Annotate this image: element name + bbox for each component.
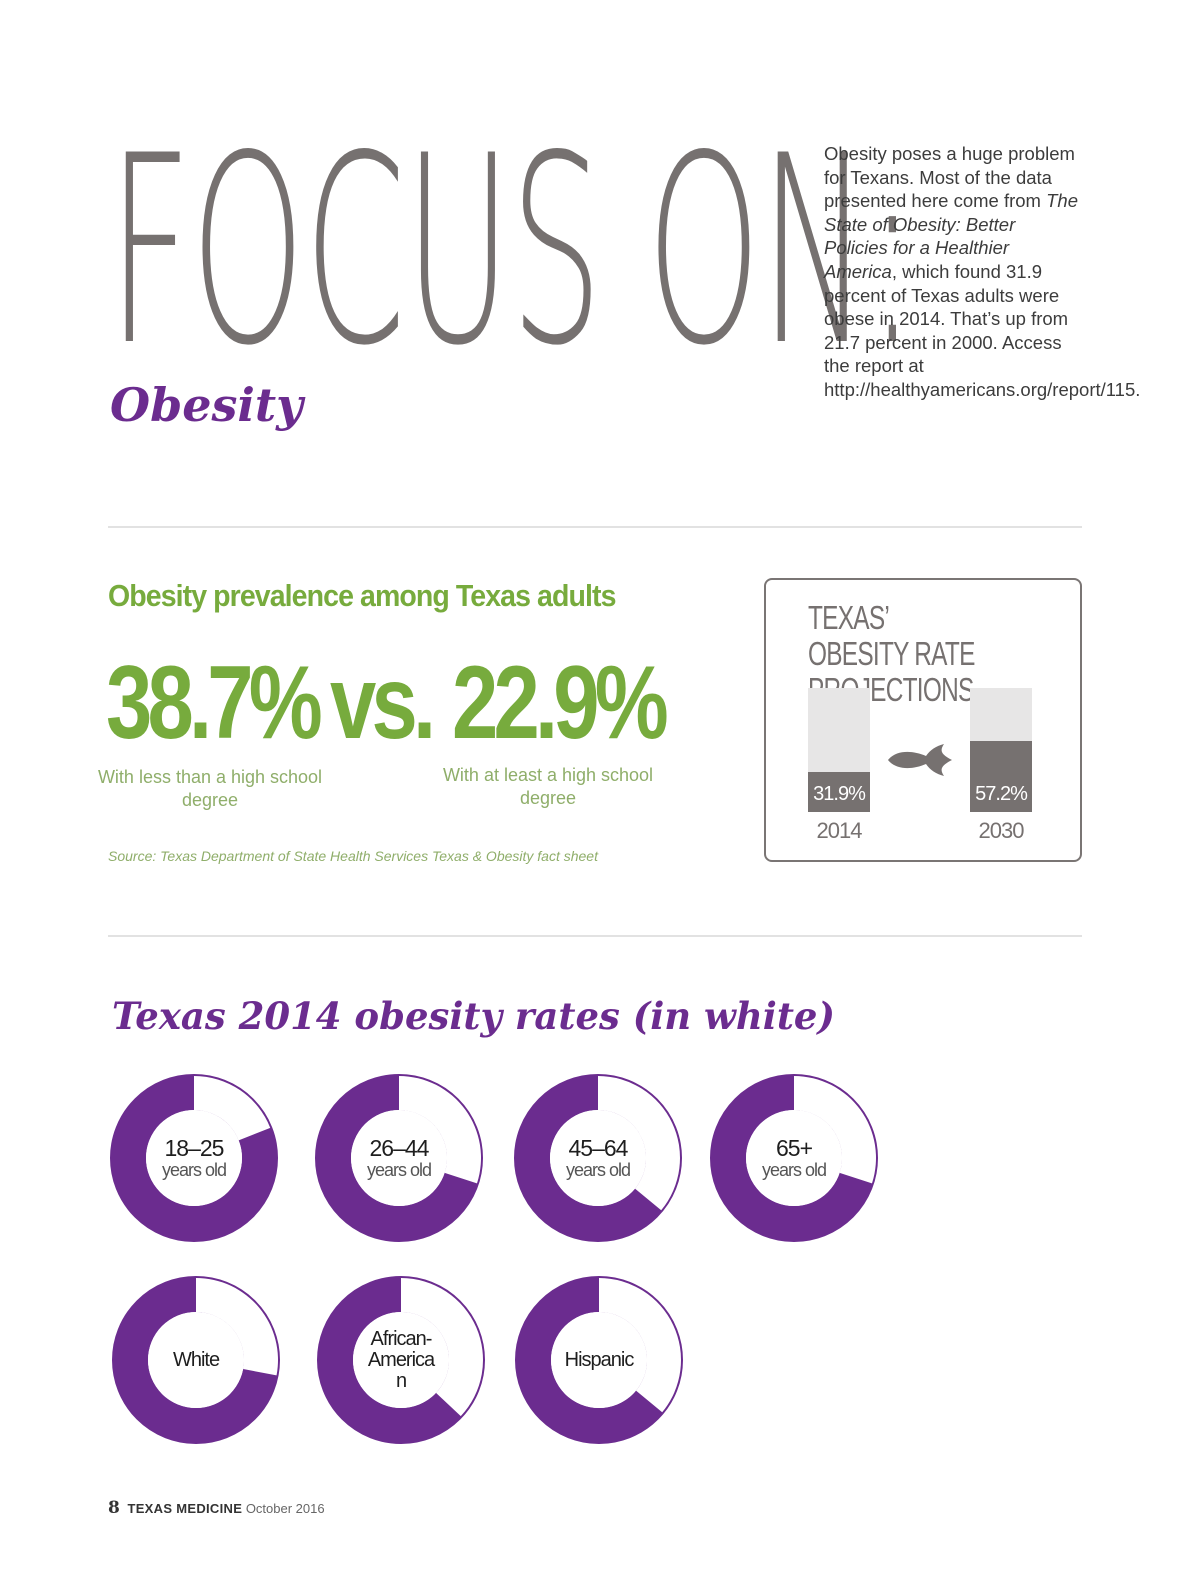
donut-chart-45-64: 45–64 years old bbox=[512, 1072, 684, 1244]
donut-chart-african-american: African-American bbox=[315, 1274, 487, 1446]
donut-label-line1: 18–25 bbox=[164, 1134, 225, 1161]
donut-label-text: White bbox=[172, 1348, 220, 1371]
donut-ring bbox=[317, 1276, 485, 1444]
donut-label-line1: 65+ bbox=[775, 1134, 813, 1161]
donut-center bbox=[148, 1312, 244, 1408]
projection-year-2030: 2030 bbox=[978, 818, 1025, 843]
arrow-right-icon bbox=[888, 744, 952, 776]
projection-bar-fill-2030 bbox=[970, 741, 1032, 812]
prevalence-title: Obesity prevalence among Texas adults bbox=[108, 578, 616, 613]
donut-label-line2: years old bbox=[761, 1159, 827, 1180]
donut-label-line2: years old bbox=[565, 1159, 631, 1180]
donut-ring bbox=[514, 1074, 682, 1242]
divider bbox=[108, 935, 1082, 937]
donut-ring bbox=[110, 1074, 278, 1242]
projections-panel bbox=[764, 578, 1082, 862]
donut-chart-18-25: 18–25 years old bbox=[108, 1072, 280, 1244]
projection-bar-fill-2014 bbox=[808, 772, 870, 812]
prevalence-right-value: 22.9% bbox=[452, 645, 669, 761]
donut-ring bbox=[515, 1276, 683, 1444]
projection-bar-value-2014: 31.9% bbox=[813, 783, 866, 805]
donut-label-text: African-American bbox=[367, 1327, 435, 1392]
page-title: FOCUS ON: bbox=[108, 101, 917, 403]
intro-paragraph: Obesity poses a huge problem for Texans.… bbox=[824, 142, 1140, 402]
donut-label: 18–25 years old bbox=[108, 1072, 280, 1244]
donut-rate-wedge bbox=[401, 1278, 483, 1417]
donut-chart-white: White bbox=[110, 1274, 282, 1446]
donut-label-line1: 26–44 bbox=[369, 1134, 430, 1161]
donut-label: 65+ years old bbox=[708, 1072, 880, 1244]
donut-rate-wedge bbox=[599, 1278, 681, 1413]
prevalence-vs: vs. bbox=[330, 645, 436, 761]
donut-label: 45–64 years old bbox=[512, 1072, 684, 1244]
prevalence-right-caption: With at least a high school degree bbox=[442, 765, 654, 808]
magazine-name: TEXAS MEDICINE bbox=[127, 1501, 243, 1516]
projection-year-2014: 2014 bbox=[816, 818, 863, 843]
donut-label-text: Hispanic bbox=[564, 1348, 635, 1371]
donut-label: 26–44 years old bbox=[313, 1072, 485, 1244]
donut-label-line1: 45–64 bbox=[568, 1134, 629, 1161]
intro-text-part1: Obesity poses a huge problem for Texans.… bbox=[824, 143, 1075, 212]
intro-text-part2: , which found 31.9 percent of Texas adul… bbox=[824, 260, 1141, 400]
issue-date: October 2016 bbox=[245, 1501, 325, 1516]
donut-center bbox=[746, 1110, 842, 1206]
donut-chart-hispanic: Hispanic bbox=[513, 1274, 685, 1446]
rates-title: Texas 2014 obesity rates (in white) bbox=[112, 994, 835, 1038]
donut-label: Hispanic bbox=[513, 1274, 685, 1446]
donut-center bbox=[550, 1110, 646, 1206]
projection-bar-value-2030: 57.2% bbox=[975, 783, 1028, 805]
divider bbox=[108, 526, 1082, 528]
source-note: Source: Texas Department of State Health… bbox=[108, 848, 598, 864]
donut-chart-65-plus: 65+ years old bbox=[708, 1072, 880, 1244]
donut-center bbox=[146, 1110, 242, 1206]
page-number: 8 bbox=[108, 1498, 120, 1518]
donut-label-line2: years old bbox=[161, 1159, 227, 1180]
donut-ring bbox=[112, 1276, 280, 1444]
prevalence-left-caption: With less than a high school degree bbox=[97, 767, 323, 810]
donut-rate-wedge bbox=[794, 1076, 876, 1184]
donut-rate-wedge bbox=[598, 1076, 680, 1211]
donut-rate-wedge bbox=[194, 1076, 271, 1141]
donut-center bbox=[351, 1110, 447, 1206]
donut-center bbox=[551, 1312, 647, 1408]
prevalence-left-value: 38.7% bbox=[106, 645, 323, 761]
donut-center bbox=[353, 1312, 449, 1408]
donut-ring bbox=[710, 1074, 878, 1242]
donut-rate-wedge bbox=[196, 1278, 278, 1376]
donut-label: African-American bbox=[315, 1274, 487, 1446]
donut-label: White bbox=[110, 1274, 282, 1446]
donut-label-line2: years old bbox=[366, 1159, 432, 1180]
page-footer: 8 TEXAS MEDICINE October 2016 bbox=[108, 1498, 325, 1518]
donut-rate-wedge bbox=[399, 1076, 481, 1184]
donut-chart-26-44: 26–44 years old bbox=[313, 1072, 485, 1244]
page-subtitle: Obesity bbox=[110, 378, 303, 432]
donut-ring bbox=[315, 1074, 483, 1242]
intro-report-title: The State of Obesity: Better Policies fo… bbox=[824, 190, 1078, 282]
projection-bar-2014: 31.9% bbox=[808, 688, 870, 812]
projection-bar-2030: 57.2% bbox=[970, 688, 1032, 812]
